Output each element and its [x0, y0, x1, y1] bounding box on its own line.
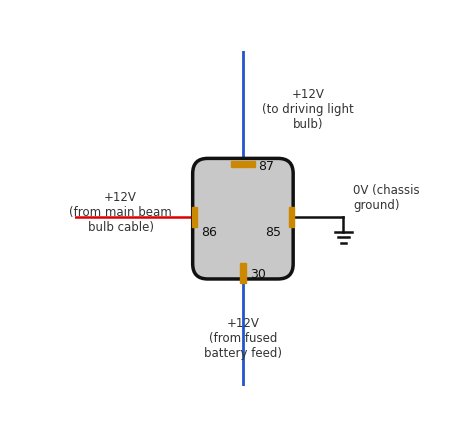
Text: 85: 85 [265, 225, 282, 238]
Text: 86: 86 [201, 225, 217, 238]
Text: +12V
(to driving light
bulb): +12V (to driving light bulb) [263, 87, 354, 130]
Text: 30: 30 [250, 268, 265, 281]
Text: +12V
(from main beam
bulb cable): +12V (from main beam bulb cable) [69, 191, 172, 234]
Bar [191, 208, 197, 227]
Bar [231, 162, 255, 168]
Bar [289, 208, 294, 227]
Text: 0V (chassis
ground): 0V (chassis ground) [354, 184, 420, 211]
FancyBboxPatch shape [193, 159, 293, 279]
Text: 87: 87 [258, 159, 274, 172]
Text: +12V
(from fused
battery feed): +12V (from fused battery feed) [204, 316, 282, 359]
Bar [240, 263, 246, 283]
